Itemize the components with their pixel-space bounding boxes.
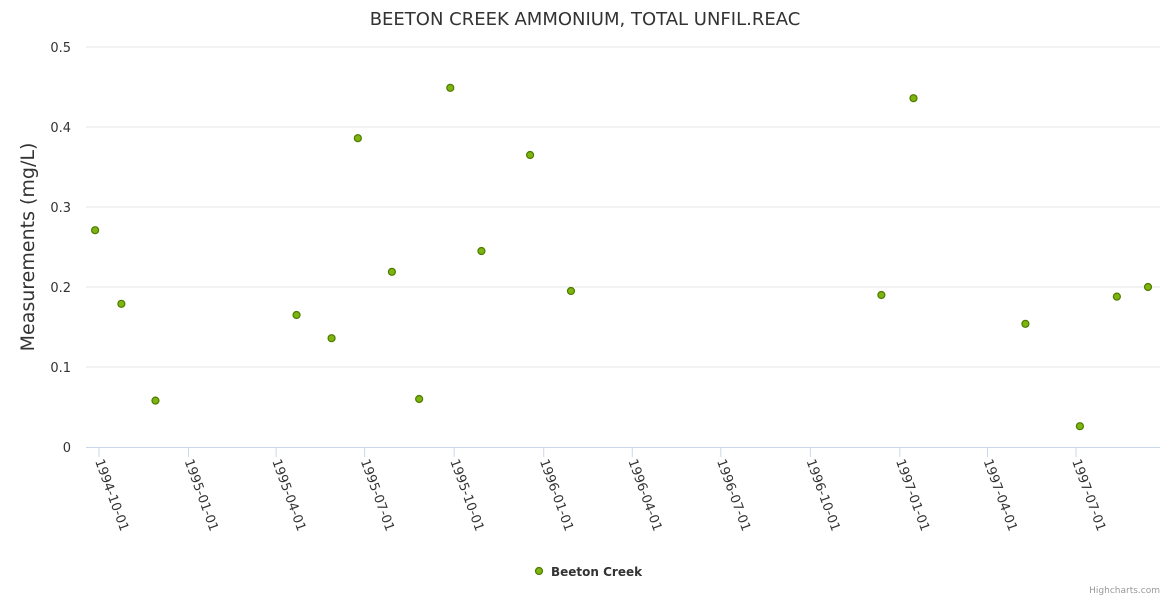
x-tick-label: 1997-01-01: [892, 457, 932, 533]
data-point: [909, 94, 918, 103]
y-tick-label: 0.2: [50, 281, 71, 296]
y-tick-label: 0.1: [50, 361, 71, 376]
data-point: [91, 226, 100, 235]
x-tick-label: 1995-10-01: [446, 457, 486, 533]
y-axis-title: Measurements (mg/L): [17, 143, 39, 352]
x-tick-label: 1996-10-01: [803, 457, 843, 533]
y-tick-label: 0.5: [50, 41, 71, 56]
x-tick-label: 1995-07-01: [357, 457, 397, 533]
data-point: [387, 267, 397, 276]
y-tick-label: 0.4: [50, 121, 71, 136]
x-tick-label: 1997-07-01: [1068, 457, 1108, 533]
data-point: [525, 150, 535, 160]
x-tick-label: 1997-04-01: [980, 457, 1020, 533]
data-point: [1143, 282, 1153, 292]
x-tick-label: 1995-01-01: [181, 457, 221, 533]
data-point: [1021, 319, 1030, 328]
data-point: [353, 134, 362, 143]
data-point: [151, 396, 160, 405]
y-tick-label: 0: [63, 441, 71, 456]
legend-marker: [534, 566, 544, 576]
y-tick-label: 0.3: [50, 201, 71, 216]
chart-title: BEETON CREEK AMMONIUM, TOTAL UNFIL.REAC: [370, 9, 801, 30]
x-tick-label: 1996-07-01: [713, 457, 753, 533]
data-point: [1075, 422, 1084, 431]
x-tick-label: 1995-04-01: [268, 457, 308, 533]
data-point: [415, 394, 424, 404]
data-point: [566, 286, 576, 296]
data-point: [446, 83, 455, 92]
highcharts-credit[interactable]: Highcharts.com: [1089, 586, 1160, 596]
data-point: [327, 334, 336, 343]
data-point: [477, 246, 486, 256]
data-point: [117, 299, 126, 308]
data-point: [877, 290, 886, 300]
legend-item-label[interactable]: Beeton Creek: [551, 565, 643, 579]
data-point: [1112, 292, 1121, 301]
x-tick-label: 1996-04-01: [625, 457, 665, 533]
data-point: [292, 310, 301, 320]
x-tick-label: 1996-01-01: [536, 457, 576, 533]
x-tick-label: 1994-10-01: [91, 457, 131, 533]
